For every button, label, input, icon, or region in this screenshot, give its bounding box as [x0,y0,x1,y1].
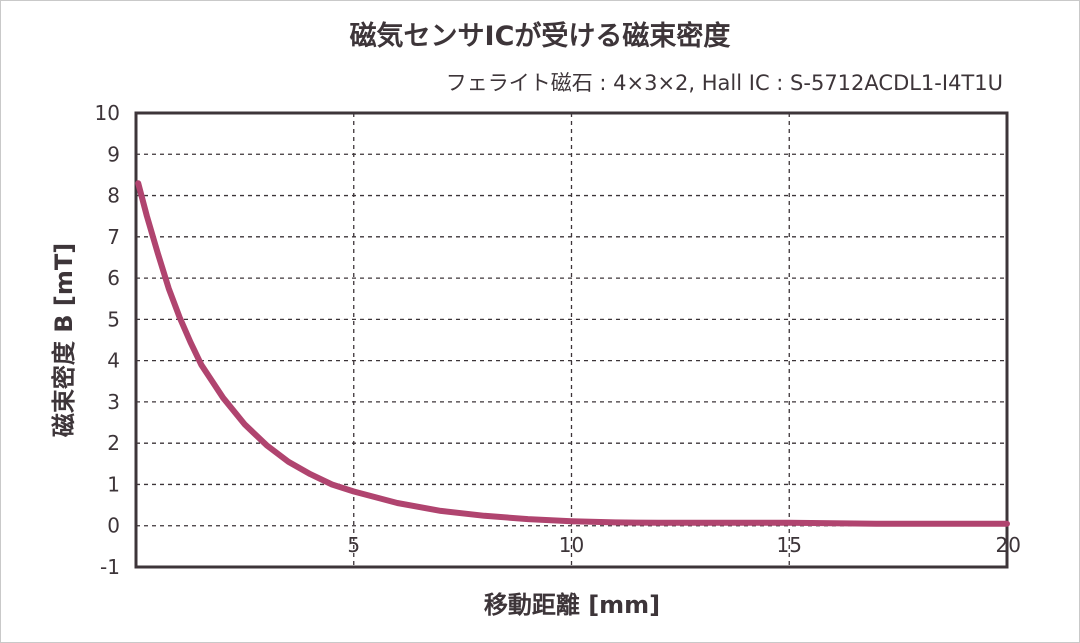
y-tick-label: 9 [107,142,120,166]
y-tick-label: 10 [95,101,120,125]
y-tick-label: 1 [107,472,120,496]
x-tick-label: 20 [996,533,1021,557]
y-tick-label: 2 [107,431,120,455]
y-axis-label: 磁束密度 B [mT] [50,243,78,437]
y-tick-label: 4 [107,349,120,373]
plot-area-border [134,111,1009,569]
x-axis-label: 移動距離 [mm] [484,591,660,619]
y-tick-label: 5 [107,307,120,331]
chart-title: 磁気センサICが受ける磁束密度 [350,20,731,52]
y-tick-label: -1 [100,555,120,579]
y-tick-label: 8 [107,184,120,208]
y-tick-label: 6 [107,266,120,290]
y-tick-label: 0 [107,514,120,538]
flux-density-line [135,180,1010,527]
x-tick-label: 15 [777,533,802,557]
x-tick-label: 10 [559,533,584,557]
grid-lines [136,113,1007,567]
x-tick-label: 5 [347,533,360,557]
chart-subtitle: フェライト磁石 : 4×3×2, Hall IC : S-5712ACDL1-I… [446,71,1003,95]
y-tick-label: 7 [107,225,120,249]
y-tick-label: 3 [107,390,120,414]
